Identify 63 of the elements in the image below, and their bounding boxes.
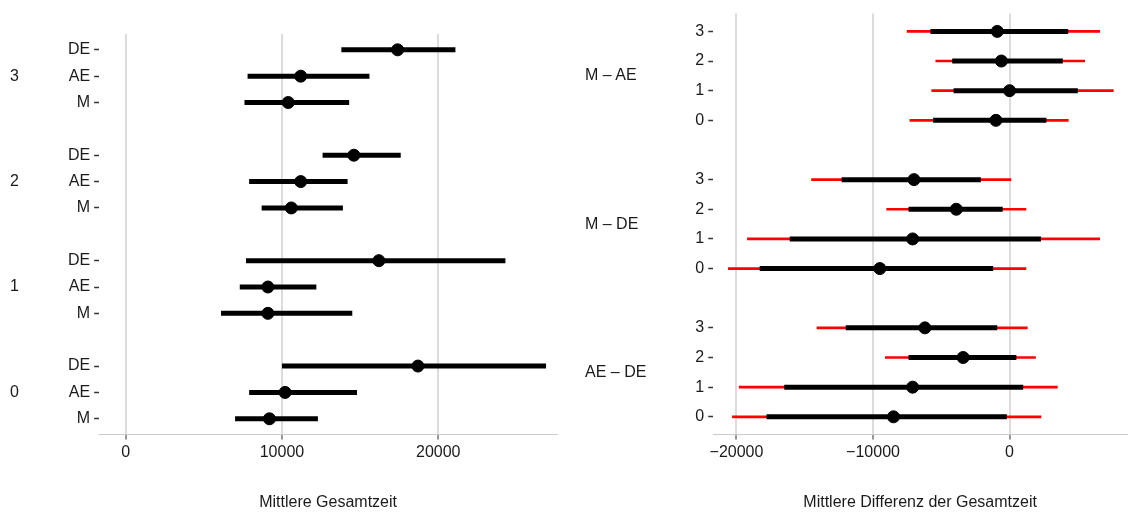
y-tick-label: AE (68, 66, 91, 84)
point (906, 380, 920, 394)
point (989, 113, 1003, 127)
point (261, 306, 275, 320)
point (1003, 84, 1017, 98)
point (294, 69, 308, 83)
point (294, 175, 308, 189)
point (949, 202, 963, 216)
text: 0 (10, 382, 19, 400)
x-axis-title: Mittlere Differenz der Gesamtzeit (803, 492, 1038, 510)
text: M – DE (585, 214, 639, 232)
y-tick-label: 2 (695, 199, 705, 217)
y-tick-label: 1 (695, 81, 705, 99)
y-tick-label: AE (68, 172, 91, 189)
point (907, 173, 921, 187)
point (918, 321, 932, 335)
point (262, 412, 276, 426)
y-tick-label: M (76, 303, 91, 321)
y-tick-label: AE (68, 382, 91, 400)
x-axis-title: Mittlere Gesamtzeit (259, 492, 398, 510)
point (956, 351, 970, 365)
x-tick-label: −20000 (709, 442, 764, 460)
x-tick-label: 0 (1005, 442, 1015, 460)
y-tick-label: 3 (695, 170, 705, 188)
y-tick-label: DE (67, 40, 91, 58)
y-tick-label: 1 (695, 229, 705, 247)
point (284, 201, 298, 215)
y-tick-label: 1 (695, 377, 705, 395)
point (347, 148, 361, 162)
y-tick-label: M (76, 409, 91, 427)
text: M – AE (585, 66, 637, 84)
y-tick-label: 0 (695, 407, 705, 425)
y-tick-label: DE (67, 251, 91, 269)
x-tick-label: 0 (121, 442, 131, 460)
point (994, 54, 1008, 68)
y-tick-label: 2 (695, 51, 705, 69)
point (278, 385, 292, 399)
text: AE – DE (585, 362, 647, 380)
y-tick-label: AE (68, 277, 91, 295)
y-tick-label: 3 (695, 318, 705, 336)
point (873, 262, 887, 276)
y-tick-label: M (76, 198, 91, 216)
text: 1 (10, 277, 19, 295)
y-tick-label: 0 (695, 110, 705, 128)
x-tick-label: 10000 (259, 442, 305, 460)
y-tick-label: DE (67, 145, 91, 163)
text: 2 (10, 172, 19, 189)
y-tick-label: DE (67, 356, 91, 374)
point (372, 254, 386, 268)
point (906, 232, 920, 246)
x-tick-label: −10000 (846, 442, 901, 460)
text: 3 (10, 66, 19, 84)
point (887, 410, 900, 424)
point (261, 280, 275, 294)
y-tick-label: 0 (695, 258, 705, 276)
point (281, 96, 295, 110)
y-tick-label: 3 (695, 21, 705, 39)
x-tick-label: 20000 (415, 442, 461, 460)
point (990, 24, 1004, 38)
point (411, 359, 425, 373)
y-tick-label: 2 (695, 347, 705, 365)
y-tick-label: M (76, 92, 91, 110)
point (391, 43, 405, 57)
